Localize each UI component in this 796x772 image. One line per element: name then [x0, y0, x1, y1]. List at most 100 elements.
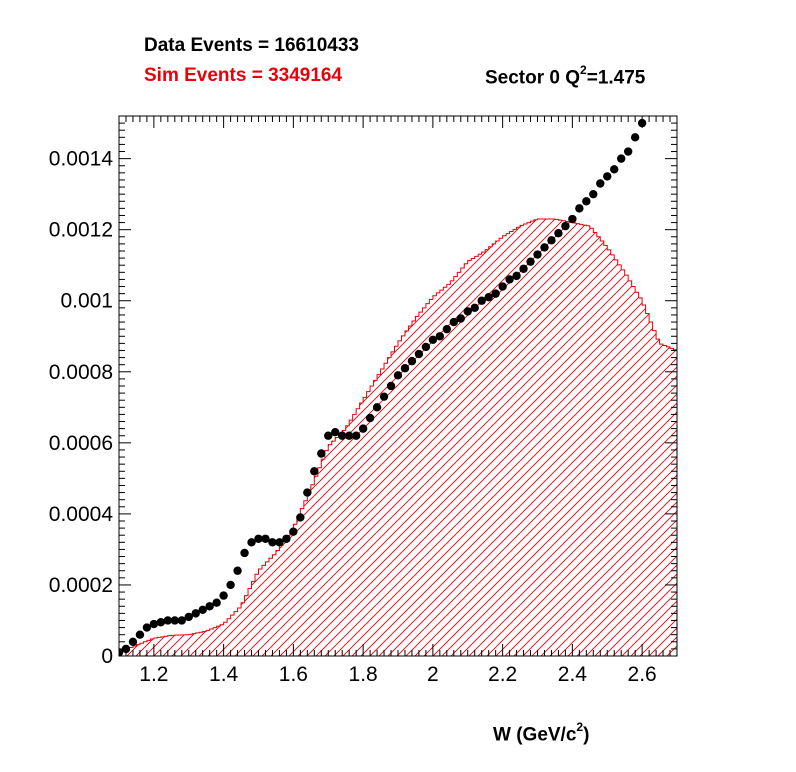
x-tick-label: 2	[427, 663, 439, 686]
data-point	[582, 197, 591, 206]
x-tick-label: 1.4	[209, 663, 239, 686]
data-point	[156, 618, 166, 627]
sector-superscript: 2	[580, 63, 587, 77]
data-point	[540, 243, 549, 252]
y-tick-label: 0.0012	[49, 219, 113, 242]
data-point	[268, 538, 277, 547]
y-tick-label: 0.0002	[49, 574, 113, 597]
data-point	[414, 349, 424, 359]
data-point	[331, 427, 340, 437]
data-point	[526, 257, 535, 266]
data-point	[407, 356, 417, 366]
data-point	[177, 616, 186, 625]
x-tick-label: 1.2	[139, 663, 168, 686]
data-point	[254, 534, 263, 543]
data-point	[596, 179, 605, 188]
data-markers	[119, 118, 647, 656]
data-point	[442, 324, 452, 334]
data-point	[491, 289, 500, 298]
x-tick-label: 1.8	[349, 663, 378, 686]
data-point	[219, 591, 228, 600]
data-point	[463, 307, 472, 316]
data-point	[296, 513, 305, 522]
data-point	[247, 538, 256, 547]
data-point	[512, 271, 521, 281]
data-point	[324, 431, 333, 440]
data-point	[470, 303, 479, 313]
data-events-label: Data Events = 16610433	[144, 35, 359, 56]
y-tick-label: 0.0008	[49, 361, 113, 384]
data-point	[226, 580, 235, 590]
data-point	[142, 623, 152, 632]
y-tick-label: 0.001	[60, 290, 113, 313]
y-tick-label: 0.0006	[49, 432, 113, 455]
y-tick-label: 0	[101, 645, 113, 668]
data-point	[561, 221, 570, 231]
data-point	[128, 637, 138, 646]
data-point	[421, 342, 431, 352]
data-point	[484, 292, 493, 302]
sector-suffix: =1.475	[586, 67, 646, 89]
x-axis-label: W (GeV/c2)	[493, 720, 590, 746]
data-point	[393, 371, 403, 380]
x-tick-label: 1.6	[279, 663, 308, 686]
data-point	[275, 538, 284, 547]
data-point	[498, 282, 507, 291]
y-tick-label: 0.0014	[49, 148, 114, 171]
data-point	[198, 605, 207, 615]
data-point	[205, 602, 214, 611]
data-point	[533, 250, 542, 259]
data-point	[379, 392, 389, 401]
data-point	[477, 296, 486, 305]
data-point	[428, 335, 438, 345]
data-point	[233, 566, 242, 575]
data-point	[623, 147, 633, 156]
data-point	[317, 449, 326, 458]
data-point	[386, 381, 396, 391]
x-axis-label-superscript: 2	[576, 720, 584, 734]
data-point	[617, 154, 626, 163]
data-point	[456, 314, 465, 323]
data-point	[547, 236, 556, 245]
data-point	[170, 616, 179, 625]
data-point	[191, 609, 200, 618]
sim-events-label: Sim Events = 3349164	[144, 65, 343, 86]
data-point	[358, 424, 368, 433]
data-point	[338, 431, 347, 440]
data-point	[568, 214, 577, 224]
sim-histogram-area	[119, 218, 677, 656]
sim-histogram	[119, 218, 677, 656]
data-point	[282, 534, 291, 543]
data-point	[575, 204, 584, 213]
data-point	[435, 332, 445, 341]
data-point	[589, 189, 598, 199]
data-point	[135, 630, 145, 639]
data-point	[289, 527, 298, 536]
data-point	[261, 534, 270, 543]
data-point	[149, 619, 159, 629]
data-point	[212, 598, 221, 607]
x-axis-label-suffix: )	[583, 724, 590, 746]
data-point	[163, 616, 173, 625]
data-point	[303, 488, 312, 497]
data-point	[519, 264, 528, 273]
x-axis-label-prefix: W (GeV/c	[493, 724, 577, 746]
data-point	[400, 364, 410, 373]
sector-q2-label: Sector 0 Q2=1.475	[485, 63, 646, 89]
data-point	[240, 548, 249, 558]
data-point	[554, 229, 563, 238]
data-point	[449, 317, 458, 327]
data-point	[505, 275, 514, 284]
data-point	[630, 133, 640, 142]
data-point	[121, 644, 131, 654]
data-point	[184, 612, 193, 622]
data-point	[344, 431, 354, 440]
x-tick-label: 2.4	[558, 663, 588, 686]
sector-prefix: Sector 0 Q	[485, 67, 581, 89]
y-axis-ticks: 0 0.0002 0.0004 0.0006 0.0008 0.001 0.0012 0.00…	[49, 115, 677, 668]
data-point	[365, 413, 375, 423]
data-point	[310, 467, 319, 476]
data-point	[351, 431, 361, 440]
x-axis-ticks: 1.2 1.4 1.6 1.8 2 2.2 2.4 2.6	[118, 116, 678, 686]
